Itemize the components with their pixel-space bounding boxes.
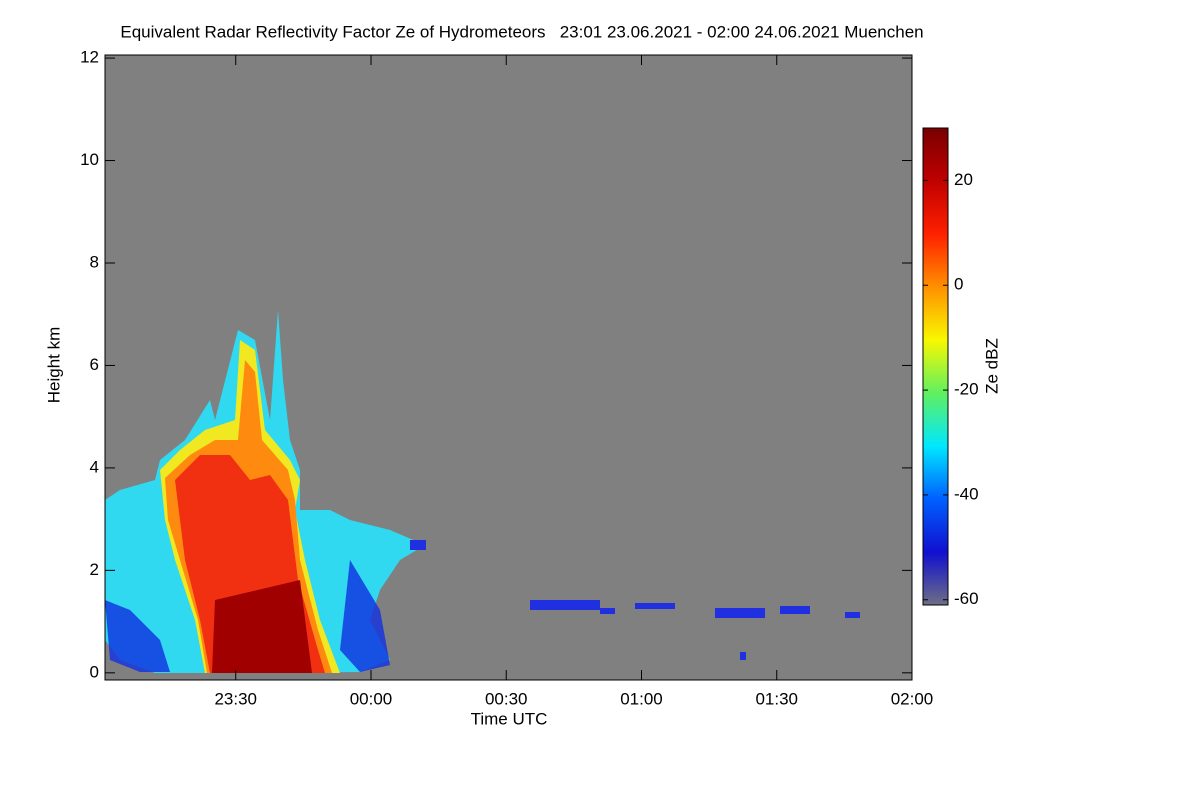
echo-region: [105, 600, 170, 672]
colorbar-tick-label: -20: [954, 380, 979, 399]
x-tick-label: 01:00: [620, 689, 663, 708]
x-tick-label: 00:30: [485, 689, 528, 708]
x-tick-label: 00:00: [350, 689, 393, 708]
colorbar-tick-label: -60: [954, 589, 979, 608]
y-axis-label: Height km: [44, 327, 63, 404]
y-tick-label: 0: [90, 662, 99, 681]
colorbar-tick-label: 0: [954, 275, 963, 294]
colorbar-tick-label: 20: [954, 170, 973, 189]
colorbar: [922, 127, 949, 606]
colorbar-label: Ze dBZ: [982, 338, 1001, 394]
x-tick-label: 23:30: [214, 689, 257, 708]
y-tick-label: 8: [90, 252, 99, 271]
y-tick-label: 12: [80, 48, 99, 67]
colorbar-tick-label: -40: [954, 484, 979, 503]
echo-speckles: [410, 540, 860, 660]
plot-frame: [104, 54, 913, 681]
y-tick-label: 6: [90, 355, 99, 374]
echo-region: [212, 580, 312, 673]
chart-title: Equivalent Radar Reflectivity Factor Ze …: [120, 22, 923, 41]
echo-region: [340, 560, 390, 672]
x-axis-label: Time UTC: [471, 709, 548, 728]
y-tick-label: 10: [80, 150, 99, 169]
y-tick-label: 4: [90, 457, 99, 476]
x-tick-label: 02:00: [891, 689, 934, 708]
x-tick-label: 01:30: [755, 689, 798, 708]
y-tick-label: 2: [90, 560, 99, 579]
echo-field: [105, 310, 860, 673]
